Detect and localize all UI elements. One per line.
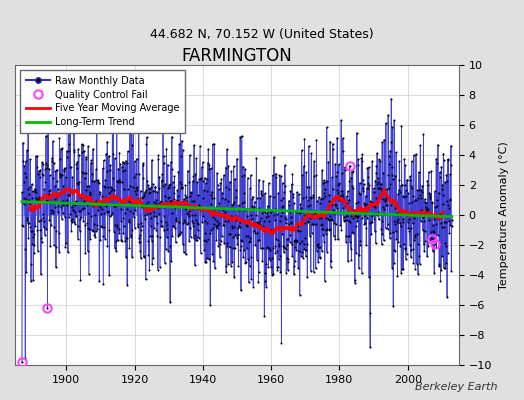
Y-axis label: Temperature Anomaly (°C): Temperature Anomaly (°C) [499, 141, 509, 290]
Title: FARMINGTON: FARMINGTON [182, 47, 292, 65]
Legend: Raw Monthly Data, Quality Control Fail, Five Year Moving Average, Long-Term Tren: Raw Monthly Data, Quality Control Fail, … [20, 70, 185, 133]
Text: 44.682 N, 70.152 W (United States): 44.682 N, 70.152 W (United States) [150, 28, 374, 41]
Text: Berkeley Earth: Berkeley Earth [416, 382, 498, 392]
